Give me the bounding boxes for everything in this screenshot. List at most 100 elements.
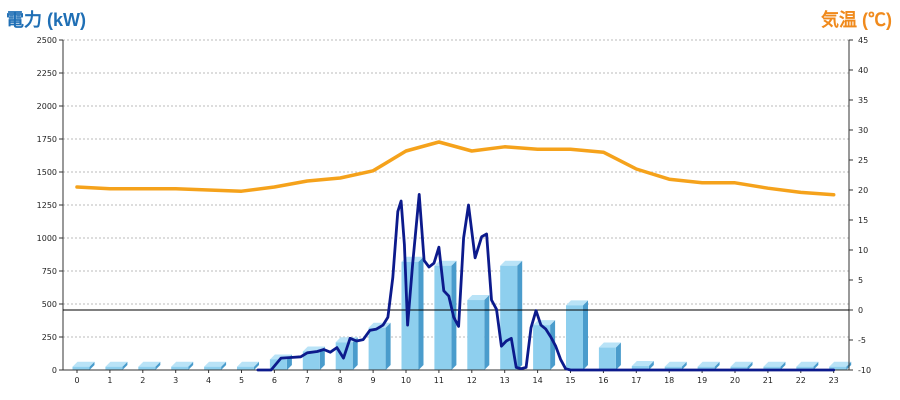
power-bar-top [105,361,128,367]
y1-tick-label: 0 [52,366,57,375]
power-bar-side [813,361,819,370]
power-bar-top [829,361,852,367]
x-tick-label: 16 [598,376,608,385]
y1-tick-label: 1500 [37,168,57,177]
y2-tick-label: 35 [858,96,868,105]
power-bar-side [155,361,161,370]
x-tick-label: 10 [401,376,411,385]
power-bar-top [697,361,720,367]
power-bar-side [122,361,128,370]
power-bar [72,366,90,370]
power-bar-side [714,361,720,370]
power-bar [204,366,222,370]
x-tick-label: 4 [206,376,211,385]
power-bar-top [500,260,523,266]
power-bar-side [319,346,325,370]
power-bar [368,327,386,370]
power-bar-side [89,361,95,370]
y2-tick-label: 10 [858,246,868,255]
power-bar-top [730,361,753,367]
x-tick-label: 2 [140,376,145,385]
power-line [256,192,836,372]
temperature-line [75,140,836,197]
power-bar [796,366,814,370]
x-tick-label: 19 [697,376,707,385]
data-lines [75,140,836,372]
y2-tick-label: -10 [858,366,871,375]
y2-axis-title: 気温 (℃) [821,10,892,30]
x-tick-label: 8 [338,376,343,385]
power-bar-side [583,300,588,370]
power-bar [664,366,682,370]
power-bar-side [615,342,621,370]
y2-tick-label: 30 [858,126,868,135]
x-tick-label: 3 [173,376,178,385]
power-bar [533,325,551,370]
y1-tick-label: 750 [42,267,57,276]
power-bar-top [467,295,490,301]
x-tick-label: 20 [730,376,740,385]
y2-tick-label: 45 [858,36,868,45]
power-bar-side [352,337,358,370]
y1-tick-label: 1750 [37,135,57,144]
x-tick-label: 13 [500,376,510,385]
power-bar-top [664,361,687,367]
x-tick-label: 17 [631,376,641,385]
x-tick-label: 22 [796,376,806,385]
y1-tick-label: 250 [42,333,57,342]
x-tick-label: 14 [533,376,543,385]
x-tick-label: 23 [829,376,839,385]
power-bar-top [763,361,786,367]
power-bar [697,366,715,370]
tick-labels: 02505007501000125015001750200022502500-1… [37,36,871,385]
power-bar [829,366,847,370]
power-bar [269,359,287,370]
power-bar-top [566,300,588,306]
power-bar-top [796,361,819,367]
power-bar-side [221,361,227,370]
power-bar [138,366,156,370]
power-bar-side [648,361,654,370]
power-bar [566,305,583,370]
y1-tick-label: 2000 [37,102,57,111]
power-bar [401,261,419,370]
power-bar-side [550,320,556,370]
x-tick-label: 15 [565,376,575,385]
power-bar [631,366,649,370]
y1-tick-label: 500 [42,300,57,309]
y2-tick-label: -5 [858,336,866,345]
power-bar-side [517,260,523,370]
power-bar-side [681,361,687,370]
power-bar-top [204,361,227,367]
y2-tick-label: 0 [858,306,863,315]
power-bar [763,366,781,370]
y2-tick-label: 40 [858,66,868,75]
power-bar-side [484,295,490,370]
x-tick-label: 12 [467,376,477,385]
power-bar-side [418,256,424,370]
x-tick-label: 18 [664,376,674,385]
power-bar-top [237,361,259,367]
y1-tick-label: 2250 [37,69,57,78]
x-tick-label: 7 [305,376,310,385]
power-bar [237,366,254,370]
power-bar [467,300,485,370]
x-tick-label: 21 [763,376,773,385]
x-tick-label: 9 [371,376,376,385]
power-bar-top [171,361,194,367]
x-tick-label: 0 [74,376,79,385]
power-bar-top [138,361,161,367]
y2-tick-label: 20 [858,186,868,195]
power-bar-side [747,361,753,370]
y2-tick-label: 5 [858,276,863,285]
power-bar [302,351,320,370]
power-bar [434,265,452,370]
y1-axis-title: 電力 (kW) [6,10,86,30]
y1-tick-label: 1250 [37,201,57,210]
power-bar-top [598,342,621,348]
power-bars [72,256,852,370]
x-tick-label: 6 [272,376,277,385]
x-tick-label: 1 [107,376,112,385]
power-bar [598,347,616,370]
